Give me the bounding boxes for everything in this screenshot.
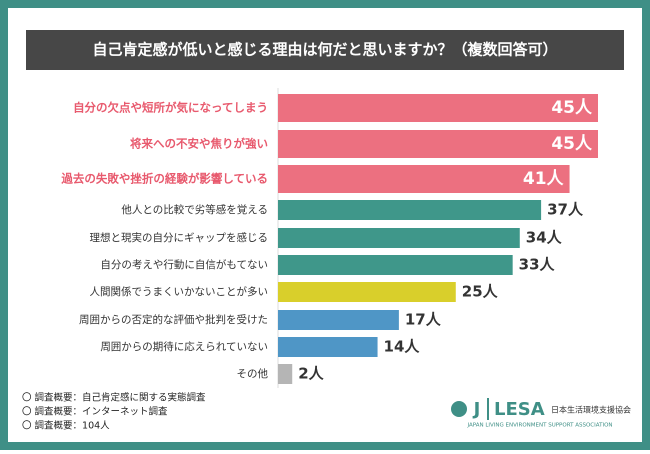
category-label: 理想と現実の自分にギャップを感じる: [90, 231, 269, 244]
category-label: 自分の考えや行動に自信がもてない: [100, 258, 268, 271]
logo-divider: [487, 398, 489, 420]
value-label: 17人: [405, 311, 442, 329]
logo-circle: [451, 401, 467, 417]
title-banner: [26, 30, 624, 70]
logo-name: LESA: [494, 399, 545, 420]
category-label: 自分の欠点や短所が気になってしまう: [73, 101, 268, 115]
bar: [278, 165, 570, 193]
bar: [278, 337, 378, 357]
bar: [278, 282, 456, 302]
value-label: 37人: [547, 201, 584, 219]
value-label: 45人: [551, 134, 593, 154]
value-label: 25人: [462, 283, 499, 301]
bar: [278, 228, 520, 248]
bar: [278, 130, 598, 158]
category-label: 人間関係でうまくいかないことが多い: [90, 285, 269, 298]
bar: [278, 255, 513, 275]
logo-org: 日本生活環境支援協会: [551, 405, 631, 415]
bar: [278, 364, 293, 384]
value-label: 34人: [526, 229, 563, 247]
note: 〇 調査概要：自己肯定感に関する実態調査: [22, 392, 206, 404]
category-label: その他: [237, 367, 269, 380]
logo-org-en: JAPAN LIVING ENVIRONMENT SUPPORT ASSOCIA…: [466, 423, 612, 429]
card: [8, 8, 642, 442]
category-label: 周囲からの否定的な評価や批判を受けた: [79, 313, 268, 326]
bar: [278, 94, 598, 122]
value-label: 2人: [298, 365, 324, 383]
value-label: 41人: [523, 169, 565, 189]
logo-mark: J: [472, 399, 481, 420]
chart-title: 自己肯定感が低いと感じる理由は何だと思いますか？（複数回答可）: [92, 41, 557, 59]
category-label: 周囲からの期待に応えられていない: [100, 340, 268, 353]
value-label: 14人: [384, 338, 421, 356]
category-label: 過去の失敗や挫折の経験が影響している: [60, 172, 268, 186]
bar: [278, 200, 542, 220]
note: 〇 調査概要：104人: [22, 420, 110, 432]
category-label: 将来への不安や焦りが強い: [130, 137, 268, 151]
value-label: 33人: [519, 256, 556, 274]
value-label: 45人: [551, 98, 593, 118]
note: 〇 調査概要：インターネット調査: [22, 406, 168, 418]
bar: [278, 310, 399, 330]
category-label: 他人との比較で劣等感を覚える: [121, 203, 268, 216]
